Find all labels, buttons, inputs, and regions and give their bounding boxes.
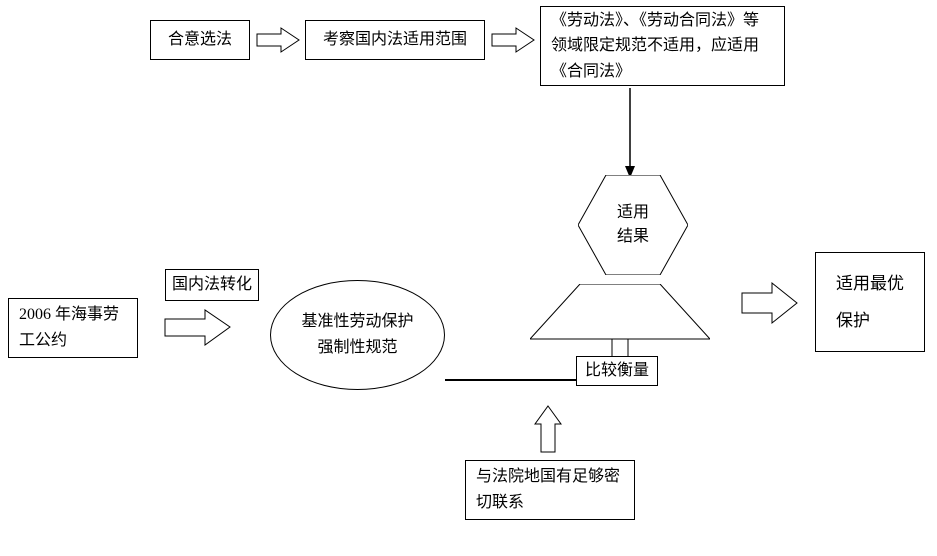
label-compare: 比较衡量 <box>576 356 658 386</box>
node-best-protect-label: 适用最优 保护 <box>836 265 904 340</box>
node-labor-law-label: 《劳动法》、《劳动合同法》等领域限定规范不适用，应适用《合同法》 <box>551 8 774 85</box>
node-convention: 2006 年海事劳工公约 <box>8 298 138 358</box>
node-court-link: 与法院地国有足够密切联系 <box>465 460 635 520</box>
arrow-scope-to-laborlaw <box>492 28 534 52</box>
arrow-laborlaw-to-hex <box>622 88 638 178</box>
node-result-hex-label: 适用 结果 <box>617 201 649 249</box>
node-baseline: 基准性劳动保护强制性规范 <box>270 280 445 390</box>
node-consensus-label: 合意选法 <box>168 27 232 53</box>
arrow-court-to-compare <box>535 406 561 452</box>
node-domestic-scope-label: 考察国内法适用范围 <box>323 27 467 53</box>
node-baseline-label: 基准性劳动保护强制性规范 <box>298 309 418 360</box>
node-result-hex: 适用 结果 <box>578 175 688 275</box>
node-best-protect: 适用最优 保护 <box>815 252 925 352</box>
arrow-convention-to-baseline <box>165 310 230 345</box>
arrow-to-best-protect <box>742 283 797 323</box>
label-compare-text: 比较衡量 <box>585 362 649 379</box>
node-consensus: 合意选法 <box>150 20 250 60</box>
node-court-link-label: 与法院地国有足够密切联系 <box>476 464 624 515</box>
node-labor-law: 《劳动法》、《劳动合同法》等领域限定规范不适用，应适用《合同法》 <box>540 6 785 86</box>
label-transform-text: 国内法转化 <box>172 276 252 293</box>
node-domestic-scope: 考察国内法适用范围 <box>305 20 485 60</box>
arrow-consensus-to-scope <box>257 28 299 52</box>
node-convention-label: 2006 年海事劳工公约 <box>19 302 127 353</box>
label-transform: 国内法转化 <box>165 269 259 301</box>
